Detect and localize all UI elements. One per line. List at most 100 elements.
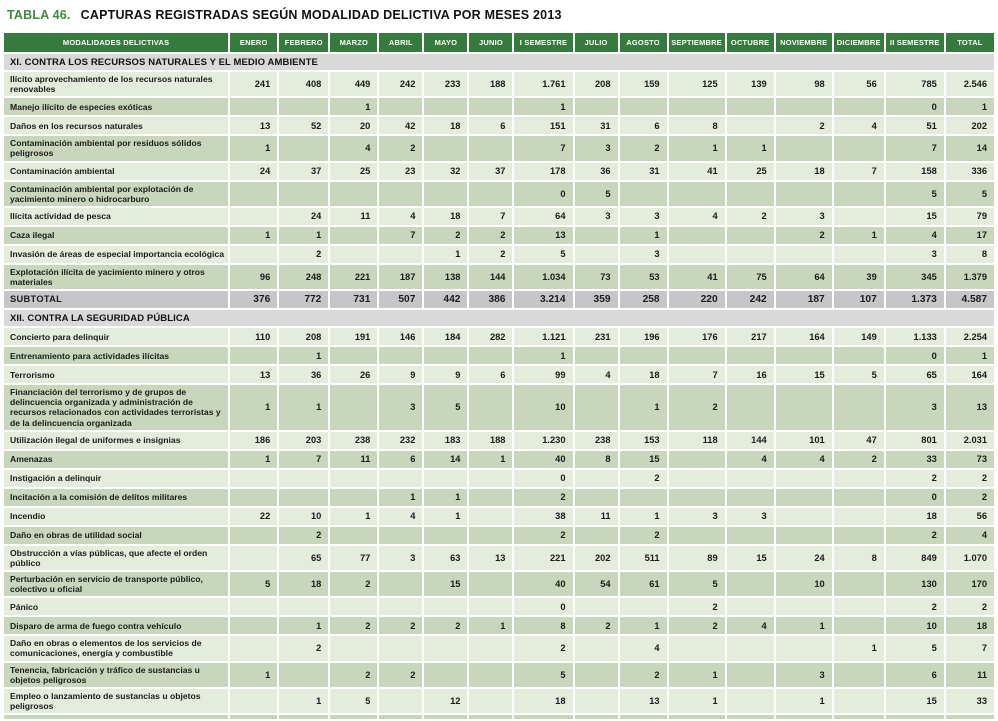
table-row: Pánico 0 2 2 2 [4,598,994,616]
row-label: Tenencia, fabricación y tráfico de susta… [4,662,229,687]
cell: 442 [424,291,468,309]
cell: 3 [668,507,725,525]
column-header-diciembre: DICIEMBRE [833,33,884,52]
cell: 1.121 [514,328,573,346]
cell [726,98,774,116]
cell [379,526,423,544]
cell [574,98,618,116]
cell [574,526,618,544]
row-label: Perturbación en servicio de transporte p… [4,571,229,597]
cell: 1 [945,98,994,116]
cell: 1 [230,450,278,468]
cell: 11 [330,207,378,225]
cell [726,526,774,544]
cell [726,226,774,244]
cell: 184 [424,328,468,346]
cell [775,181,832,206]
cell: 359 [574,291,618,309]
cell [330,488,378,506]
cell [230,207,278,225]
cell: 4 [330,136,378,161]
cell: 1 [514,347,573,365]
cell: 56 [833,72,884,97]
cell [775,526,832,544]
cell: 64 [775,264,832,290]
cell: 64 [514,207,573,225]
cell: 16 [726,366,774,384]
cell: 202 [574,545,618,570]
cell: 18 [424,207,468,225]
cell: 164 [945,366,994,384]
cell [668,715,725,720]
row-label: Daño en obras o elementos de los servici… [4,636,229,661]
cell [726,117,774,135]
cell [469,715,513,720]
cell [379,245,423,263]
cell [619,98,667,116]
cell: 159 [619,72,667,97]
cell: 0 [514,181,573,206]
cell: 511 [619,545,667,570]
table-row: Manejo ilícito de especies exóticas 1 1 0 1 [4,98,994,116]
cell: 507 [379,291,423,309]
cell: 1 [330,98,378,116]
cell [330,226,378,244]
cell [574,385,618,430]
cell [574,715,618,720]
cell: 4 [885,226,944,244]
cell: 1 [279,688,329,714]
row-label: Utilización ilegal de uniformes e insign… [4,431,229,449]
section-header-row: XI. CONTRA LOS RECURSOS NATURALES Y EL M… [4,54,994,70]
cell: 33 [945,688,994,714]
cell: 3 [574,136,618,161]
cell: 15 [885,207,944,225]
cell: 6 [885,662,944,687]
cell: 47 [833,431,884,449]
cell: 1 [775,617,832,635]
cell [833,507,884,525]
cell: 5 [514,245,573,263]
row-label: Concierto para delinquir [4,328,229,346]
column-header-junio: JUNIO [469,33,513,52]
cell [230,688,278,714]
cell: 139 [726,72,774,97]
cell: 52 [279,117,329,135]
cell [775,636,832,661]
cell: 65 [885,366,944,384]
cell: 5 [885,636,944,661]
cell: 772 [279,291,329,309]
cell: 77 [330,545,378,570]
table-row: Concierto para delinquir 110 208 191 146 184 2… [4,328,994,346]
cell [230,245,278,263]
cell: 1 [775,688,832,714]
column-header-septiembre: SEPTIEMBRE [668,33,725,52]
cell: 13 [469,545,513,570]
cell [379,469,423,487]
subtotal-label: SUBTOTAL [4,291,229,309]
table-row: Contaminación ambiental por residuos sól… [4,136,994,161]
column-header-marzo: MARZO [330,33,378,52]
cell [279,136,329,161]
cell: 1 [833,636,884,661]
cell [775,245,832,263]
cell [469,526,513,544]
table-row: Tenencia, fabricación y tráfico de susta… [4,662,994,687]
cell: 63 [424,545,468,570]
cell [833,181,884,206]
cell: 13 [619,688,667,714]
cell: 144 [469,264,513,290]
cell [469,181,513,206]
cell: 15 [619,450,667,468]
cell [668,450,725,468]
cell: 5 [885,181,944,206]
cell [833,598,884,616]
column-header-modalidades: MODALIDADES DELICTIVAS [4,33,229,52]
cell: 6 [619,117,667,135]
cell [424,598,468,616]
cell [726,715,774,720]
cell [279,98,329,116]
column-header-ii-semestre: II SEMESTRE [885,33,944,52]
row-label: Manejo ilícito de especies exóticas [4,98,229,116]
cell: 5 [514,662,573,687]
